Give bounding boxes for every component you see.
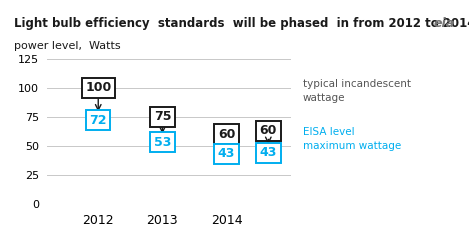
Text: 60: 60 [218, 128, 235, 141]
Text: eia: eia [434, 17, 455, 30]
Text: 75: 75 [154, 110, 171, 123]
Text: 100: 100 [85, 81, 111, 94]
Text: 43: 43 [260, 146, 277, 159]
Text: 43: 43 [218, 148, 235, 161]
Text: 60: 60 [260, 124, 277, 137]
Text: EISA level
maximum wattage: EISA level maximum wattage [303, 127, 401, 151]
Text: power level,  Watts: power level, Watts [14, 41, 121, 51]
Text: 53: 53 [154, 136, 171, 149]
Text: Light bulb efficiency  standards  will be phased  in from 2012 to 2014: Light bulb efficiency standards will be … [14, 17, 469, 30]
Text: 72: 72 [90, 114, 107, 127]
Text: typical incandescent
wattage: typical incandescent wattage [303, 79, 410, 103]
